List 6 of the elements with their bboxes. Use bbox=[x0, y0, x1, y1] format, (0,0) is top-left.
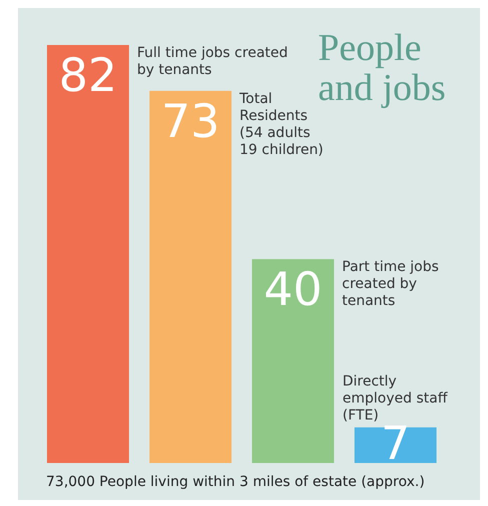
text: 73,000 People living within 3 miles of estate (approx.) bbox=[46, 474, 425, 490]
series-label: Full time jobs created by tenants bbox=[137, 45, 288, 78]
data-label: 73 bbox=[161, 94, 220, 148]
data-label: 40 bbox=[264, 262, 322, 316]
series-label: Part time jobs created by tenants bbox=[342, 259, 439, 310]
data-label: 82 bbox=[58, 48, 118, 102]
